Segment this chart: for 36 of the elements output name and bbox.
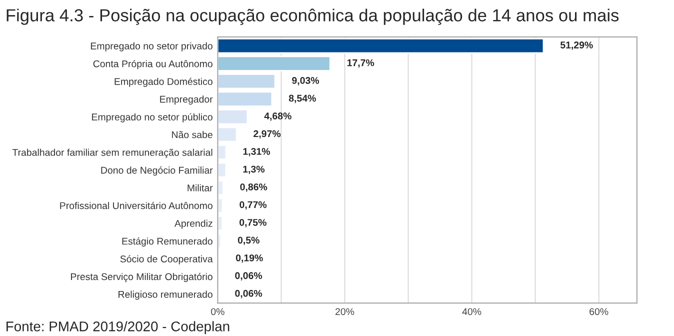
y-tick-label: Trabalhador familiar sem remuneração salarial — [12, 148, 212, 158]
y-tick-label: Empregado no setor público — [92, 113, 212, 122]
y-tick-label: Religioso remunerado — [118, 290, 212, 300]
data-label: 1,31% — [243, 148, 270, 156]
data-label: 9,03% — [292, 77, 320, 86]
y-tick-label: Não sabe — [172, 131, 212, 138]
x-tick-label: 40% — [462, 308, 482, 316]
data-label: 0,06% — [235, 290, 262, 298]
data-label: 0,19% — [236, 254, 263, 263]
y-tick-label: Profissional Universitário Autônomo — [60, 202, 212, 210]
y-tick-label: Conta Própria ou Autônomo — [93, 60, 212, 70]
data-label: 1,3% — [243, 166, 265, 174]
data-label: 0,5% — [238, 236, 260, 245]
data-label: 0,86% — [240, 183, 268, 192]
data-label: 4,68% — [264, 112, 292, 121]
chart-title: Figura 4.3 - Posição na ocupação econômica da população de 14 anos ou mais — [6, 8, 619, 25]
y-tick-label: Presta Serviço Militar Obrigatório — [71, 272, 212, 282]
data-label: 0,77% — [240, 201, 267, 210]
y-tick-label: Militar — [188, 184, 213, 192]
x-tick-label: 20% — [336, 308, 354, 316]
data-label: 0,75% — [240, 218, 266, 228]
y-tick-label: Sócio de Cooperativa — [120, 255, 213, 264]
y-tick-label: Empregado no setor privado — [90, 42, 212, 52]
data-label: 51,29% — [560, 42, 593, 50]
x-tick-label: 0% — [211, 308, 224, 316]
source-note: Fonte: PMAD 2019/2020 - Codeplan — [6, 321, 230, 334]
data-label: 17,7% — [347, 59, 374, 68]
x-tick-label: 60% — [590, 308, 608, 316]
data-label: 2,97% — [254, 130, 281, 139]
y-tick-label: Estágio Remunerado — [122, 237, 212, 247]
y-tick-label: Aprendiz — [174, 220, 212, 229]
y-tick-label: Empregado Doméstico — [114, 78, 212, 87]
y-tick-label: Empregador — [160, 96, 213, 105]
y-tick-label: Dono de Negócio Familiar — [101, 166, 213, 176]
data-label: 0,06% — [235, 272, 262, 280]
data-label: 8,54% — [288, 94, 316, 104]
